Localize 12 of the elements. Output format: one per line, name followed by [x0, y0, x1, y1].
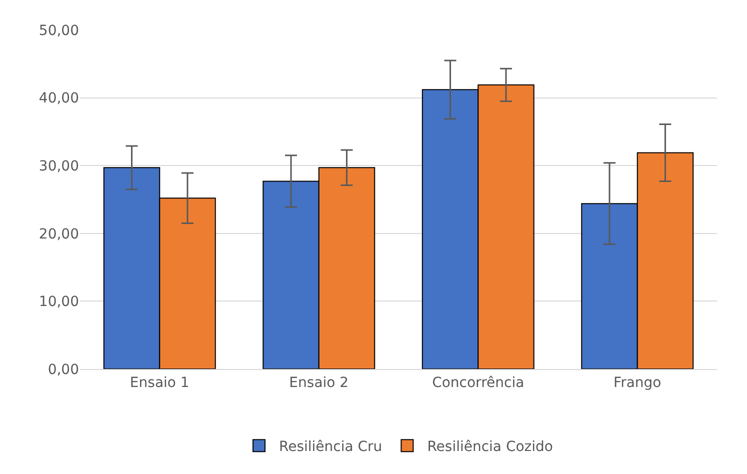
x-tick-label: Ensaio 1 — [130, 374, 190, 391]
y-tick-label: 50,00 — [38, 22, 79, 39]
x-tick-label: Concorrência — [432, 374, 524, 391]
y-tick-label: 10,00 — [38, 294, 79, 310]
y-tick-label: 0,00 — [48, 362, 79, 378]
legend-label: Resiliência Cozido — [427, 439, 553, 456]
y-tick-label: 20,00 — [38, 226, 79, 242]
y-tick-label: 40,00 — [38, 90, 79, 107]
x-tick-label: Frango — [614, 374, 662, 391]
x-tick-label: Ensaio 2 — [289, 374, 349, 391]
y-tick-label: 30,00 — [38, 158, 79, 174]
legend-label: Resiliência Cru — [279, 439, 382, 456]
